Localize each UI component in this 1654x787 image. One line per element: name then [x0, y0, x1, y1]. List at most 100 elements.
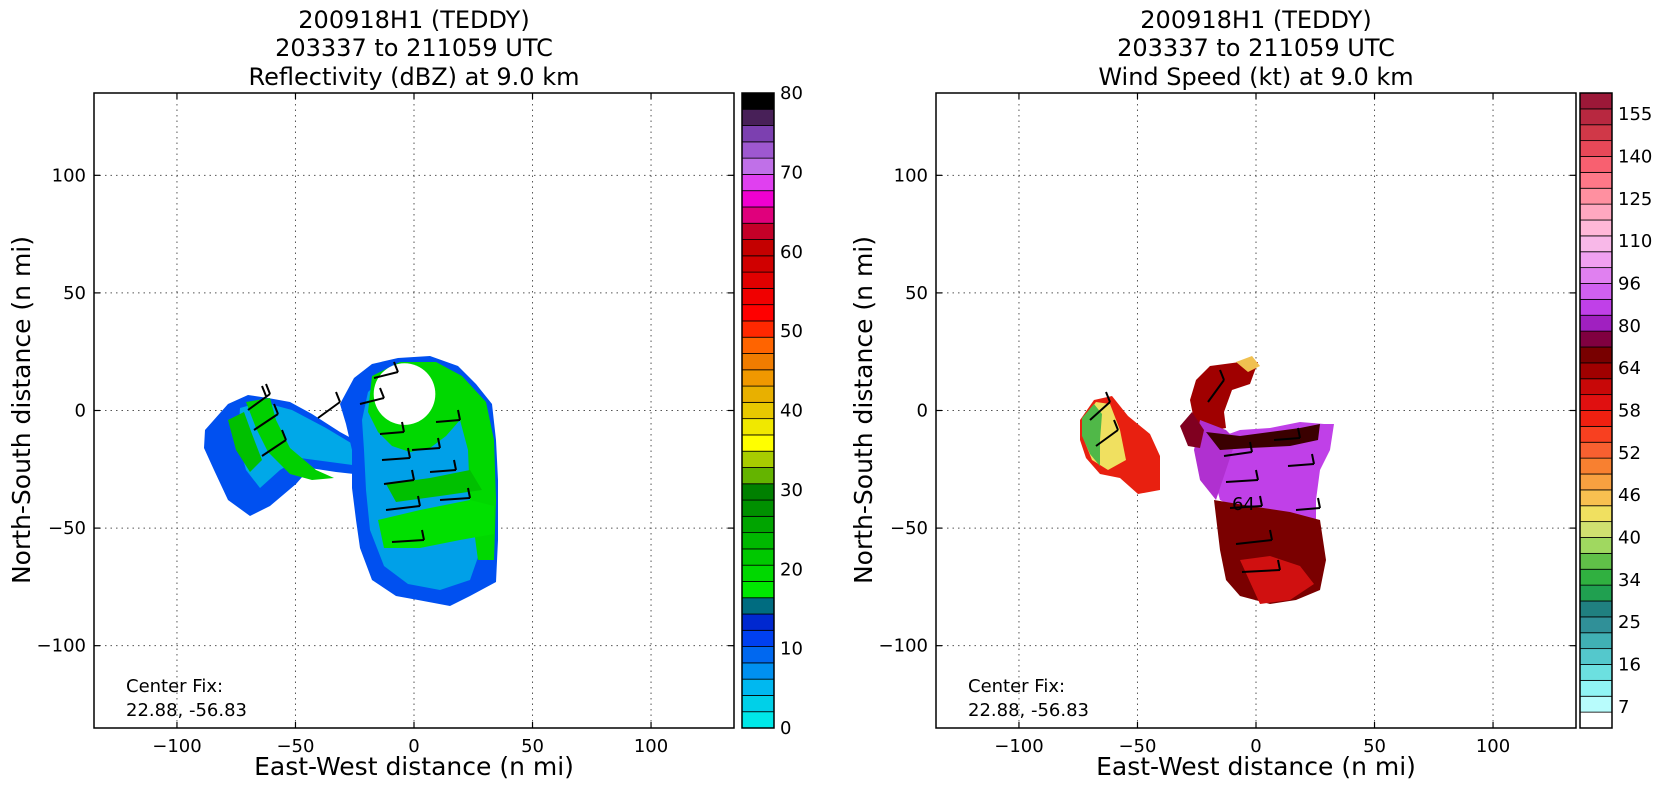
colorbar-swatch: [1579, 441, 1613, 459]
colorbar-tick-label: 40: [1618, 528, 1641, 549]
chart-title-line-1: 200918H1 (TEDDY): [298, 6, 529, 34]
colorbar-swatch: [1579, 235, 1613, 253]
colorbar-frame: [1579, 92, 1613, 729]
wind-west-inner: [1180, 412, 1204, 448]
colorbar-swatch: [1579, 648, 1613, 665]
wind-speed-colorbar: 7 16 25 34 40 46 52 58 64 80 96 110 125 140 155: [1579, 92, 1652, 729]
y-axis-label: North-South distance (n mi): [849, 236, 878, 584]
grid-lines: [936, 93, 1576, 728]
colorbar-swatch: [741, 304, 775, 322]
colorbar-swatch: [741, 548, 775, 566]
colorbar-swatch: [1579, 394, 1613, 411]
colorbar-tick-label: 20: [780, 559, 803, 580]
colorbar-swatch: [1579, 92, 1613, 110]
colorbar-swatch: [1579, 219, 1613, 237]
center-fix-coordinates: 22.88, -56.83: [968, 700, 1089, 721]
colorbar-swatch: [741, 222, 775, 240]
y-tick-label: 100: [894, 165, 928, 186]
colorbar-swatch: [1579, 457, 1613, 475]
colorbar-swatch: [741, 483, 775, 501]
center-fix-label: Center Fix:: [968, 676, 1065, 697]
colorbar-swatch: [1579, 505, 1613, 523]
colorbar-swatch: [1579, 108, 1613, 126]
reflectivity-band-green: [378, 500, 494, 548]
chart-title-line-2: 203337 to 211059 UTC: [275, 34, 553, 62]
colorbar-swatch: [1579, 124, 1613, 142]
colorbar-tick-label: 0: [780, 718, 791, 739]
wind-contour-label: 64: [1232, 494, 1255, 515]
colorbar-tick-label: 64: [1618, 358, 1641, 379]
x-tick-label: −100: [994, 736, 1043, 757]
x-tick-label: 0: [408, 736, 419, 757]
colorbar-tick-label: 140: [1618, 147, 1652, 168]
colorbar-swatch: [741, 597, 775, 615]
colorbar-swatch: [741, 369, 775, 387]
chart-title-line-3: Reflectivity (dBZ) at 9.0 km: [249, 63, 580, 91]
colorbar-swatch: [1579, 632, 1613, 650]
colorbar-swatch: [741, 532, 775, 550]
colorbar-tick-label: 70: [780, 162, 803, 183]
colorbar-tick-label: 58: [1618, 401, 1641, 422]
reflectivity-panel: 200918H1 (TEDDY) 203337 to 211059 UTC Re…: [7, 6, 803, 781]
colorbar-tick-label: 125: [1618, 189, 1652, 210]
colorbar-swatch: [741, 385, 775, 403]
wind-main-red: [1240, 556, 1314, 604]
wind-main-purple: [1212, 422, 1334, 530]
colorbar-tick-label: 46: [1618, 485, 1641, 506]
y-tick-label: 50: [63, 283, 86, 304]
colorbar-swatch: [741, 157, 775, 175]
colorbar-swatch: [741, 499, 775, 517]
axis-ticks: −100 −50 0 50 100 −100 −50 0 50 100: [37, 93, 734, 757]
center-fix-label: Center Fix:: [126, 676, 223, 697]
y-axis-label: North-South distance (n mi): [7, 236, 36, 584]
colorbar-tick-label: 50: [780, 321, 803, 342]
colorbar-swatch: [741, 239, 775, 257]
colorbar-swatch: [1579, 679, 1613, 697]
colorbar-swatch: [741, 450, 775, 468]
colorbar-swatch: [1579, 489, 1613, 507]
colorbar-swatch: [741, 401, 775, 420]
colorbar-swatch: [1579, 330, 1613, 348]
colorbar-swatch: [1579, 171, 1613, 189]
colorbar-swatch: [741, 678, 775, 696]
x-tick-label: 0: [1250, 736, 1261, 757]
colorbar-tick-label: 10: [780, 639, 803, 660]
colorbar-swatch: [741, 190, 775, 208]
colorbar-swatch: [741, 353, 775, 371]
colorbar-swatch: [1579, 552, 1613, 570]
colorbar-swatch: [741, 418, 775, 436]
colorbar-swatch: [741, 125, 775, 143]
y-tick-label: −100: [879, 636, 928, 657]
x-axis-label: East-West distance (n mi): [1096, 752, 1416, 781]
chart-title-line-2: 203337 to 211059 UTC: [1117, 34, 1395, 62]
colorbar-tick-label: 155: [1618, 104, 1652, 125]
wind-eyewall-band: [1206, 424, 1320, 450]
colorbar-swatch: [741, 255, 775, 273]
y-tick-label: −50: [890, 518, 928, 539]
eye-clear-region: [373, 363, 436, 425]
colorbar-swatch: [741, 287, 775, 306]
reflectivity-colorbar: 0 10 20 30 40 50 60 70 80: [741, 83, 803, 739]
wind-barbs: [247, 361, 471, 543]
chart-title-line-3: Wind Speed (kt) at 9.0 km: [1098, 63, 1413, 91]
colorbar-swatch: [1579, 521, 1613, 538]
colorbar-swatch: [1579, 362, 1613, 380]
colorbar-swatch: [741, 613, 775, 631]
colorbar-swatch: [1579, 267, 1613, 284]
y-tick-label: 0: [917, 401, 928, 422]
colorbar-swatch: [1579, 298, 1613, 316]
colorbar-swatch: [741, 646, 775, 664]
y-tick-label: −100: [37, 636, 86, 657]
colorbar-swatch: [741, 711, 775, 729]
reflectivity-west-arm-green: [246, 398, 334, 480]
chart-title-line-1: 200918H1 (TEDDY): [1140, 6, 1371, 34]
colorbar-tick-label: 60: [780, 242, 803, 263]
wind-barbs: [1089, 369, 1321, 573]
colorbar-swatch: [1579, 140, 1613, 157]
colorbar-swatch: [741, 581, 775, 599]
wind-speed-field: [1080, 356, 1334, 604]
reflectivity-band-green-2: [386, 470, 482, 502]
x-tick-label: −50: [1118, 736, 1156, 757]
colorbar-swatch: [1579, 600, 1613, 618]
